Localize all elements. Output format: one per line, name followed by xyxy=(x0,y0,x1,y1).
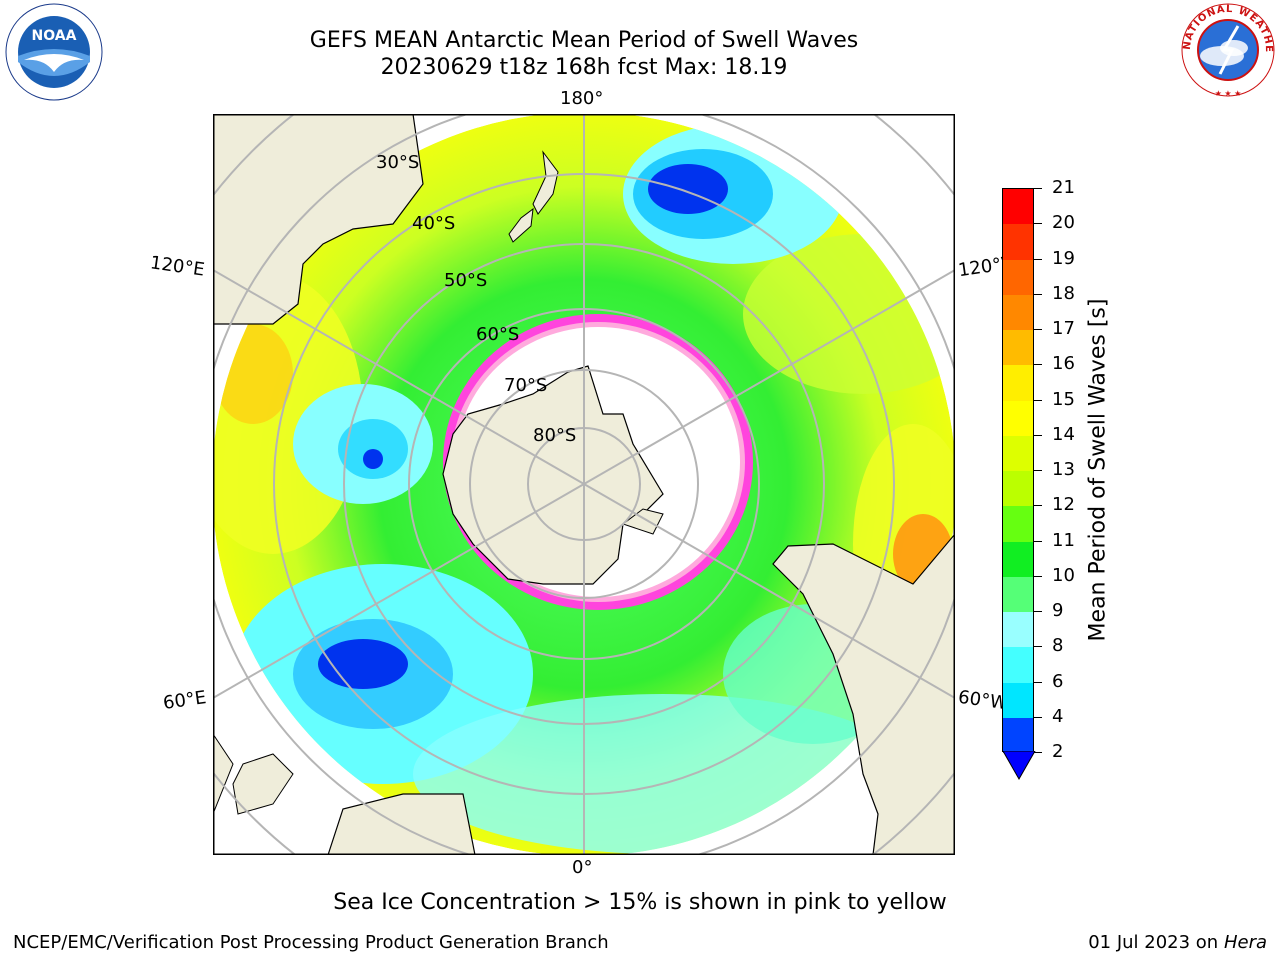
colorbar-tick-label: 13 xyxy=(1052,459,1075,480)
colorbar-tick xyxy=(1034,752,1042,753)
colorbar-tick xyxy=(1034,716,1042,718)
colorbar-tick-label: 18 xyxy=(1052,282,1075,304)
colorbar-tick-label: 20 xyxy=(1052,212,1075,234)
colorbar-title: Mean Period of Swell Waves [s] xyxy=(1085,298,1111,642)
colorbar-tick xyxy=(1034,470,1042,471)
colorbar-segment xyxy=(1003,294,1033,330)
colorbar-tick xyxy=(1034,364,1042,366)
lat-label-60s: 60°S xyxy=(476,324,520,345)
colorbar-tick-label: 2 xyxy=(1052,741,1064,762)
footer-date-text: 01 Jul 2023 on xyxy=(1088,932,1224,953)
colorbar-tick-label: 10 xyxy=(1052,564,1075,586)
colorbar-segment xyxy=(1003,612,1033,648)
colorbar-segment xyxy=(1003,576,1033,612)
noaa-logo-text: NOAA xyxy=(32,28,77,44)
colorbar-tick-label: 19 xyxy=(1052,247,1075,269)
lat-label-30s: 30°S xyxy=(376,152,420,173)
colorbar-segment xyxy=(1003,224,1033,260)
antarctica-land xyxy=(442,365,664,585)
footer-host: Hera xyxy=(1223,932,1267,953)
chart-subtitle: 20230629 t18z 168h fcst Max: 18.19 xyxy=(380,55,788,80)
colorbar-tick xyxy=(1034,611,1042,612)
footer-date: 01 Jul 2023 on Hera xyxy=(1088,932,1267,953)
lat-label-70s: 70°S xyxy=(504,375,548,396)
chart-title: GEFS MEAN Antarctic Mean Period of Swell… xyxy=(309,28,859,53)
colorbar-tick xyxy=(1034,646,1042,648)
colorbar-tick xyxy=(1034,188,1042,189)
svg-text:★ ★ ★: ★ ★ ★ xyxy=(1215,89,1242,98)
lon-label-0: 0° xyxy=(572,857,593,878)
colorbar-tick-label: 4 xyxy=(1052,705,1064,727)
colorbar-tick-label: 16 xyxy=(1052,353,1075,375)
footer-credit: NCEP/EMC/Verification Post Processing Pr… xyxy=(13,932,609,953)
colorbar-tick xyxy=(1034,223,1042,225)
colorbar-segment xyxy=(1003,259,1033,295)
colorbar-tick-label: 8 xyxy=(1052,635,1064,657)
colorbar-segment xyxy=(1003,400,1033,436)
colorbar-segment xyxy=(1003,717,1033,753)
colorbar-segment xyxy=(1003,435,1033,471)
colorbar-segment xyxy=(1003,330,1033,366)
colorbar-tick xyxy=(1034,434,1042,436)
polar-map xyxy=(113,13,1055,955)
colorbar-tick xyxy=(1034,329,1042,330)
colorbar-tick-label: 6 xyxy=(1052,670,1064,692)
colorbar-segment xyxy=(1003,189,1033,225)
colorbar-segment xyxy=(1003,506,1033,542)
colorbar-tick xyxy=(1034,540,1042,542)
colorbar-underflow-triangle xyxy=(1002,751,1036,781)
colorbar-tick xyxy=(1034,681,1042,683)
colorbar-tick xyxy=(1034,505,1042,507)
colorbar-tick-label: 12 xyxy=(1052,494,1075,516)
map-frame xyxy=(212,113,956,856)
lat-label-50s: 50°S xyxy=(444,270,488,291)
colorbar-tick-label: 21 xyxy=(1052,177,1075,198)
colorbar xyxy=(1002,188,1034,753)
colorbar-tick xyxy=(1034,258,1042,260)
colorbar-segment xyxy=(1003,682,1033,718)
colorbar-tick xyxy=(1034,399,1042,401)
colorbar-tick xyxy=(1034,575,1042,577)
lat-label-80s: 80°S xyxy=(533,425,577,446)
continents xyxy=(213,114,955,855)
lon-label-180: 180° xyxy=(560,88,604,109)
colorbar-tick-label: 11 xyxy=(1052,529,1075,551)
colorbar-segment xyxy=(1003,647,1033,683)
sea-ice-note: Sea Ice Concentration > 15% is shown in … xyxy=(333,890,947,915)
colorbar-tick-label: 9 xyxy=(1052,600,1064,621)
lon-label-60e: 60°E xyxy=(161,687,208,714)
colorbar-tick-label: 14 xyxy=(1052,423,1075,445)
lat-label-40s: 40°S xyxy=(412,213,456,234)
colorbar-segment xyxy=(1003,471,1033,507)
map-canvas xyxy=(113,13,1055,955)
colorbar-tick-label: 17 xyxy=(1052,318,1075,339)
noaa-logo-icon: NOAA xyxy=(5,3,103,101)
colorbar-tick-label: 15 xyxy=(1052,388,1075,410)
colorbar-segment xyxy=(1003,365,1033,401)
colorbar-tick xyxy=(1034,293,1042,295)
nws-logo-icon: NATIONAL WEATHER SERVICE ★ ★ ★ xyxy=(1176,0,1275,98)
colorbar-segment xyxy=(1003,541,1033,577)
lon-label-120e: 120°E xyxy=(148,252,206,281)
